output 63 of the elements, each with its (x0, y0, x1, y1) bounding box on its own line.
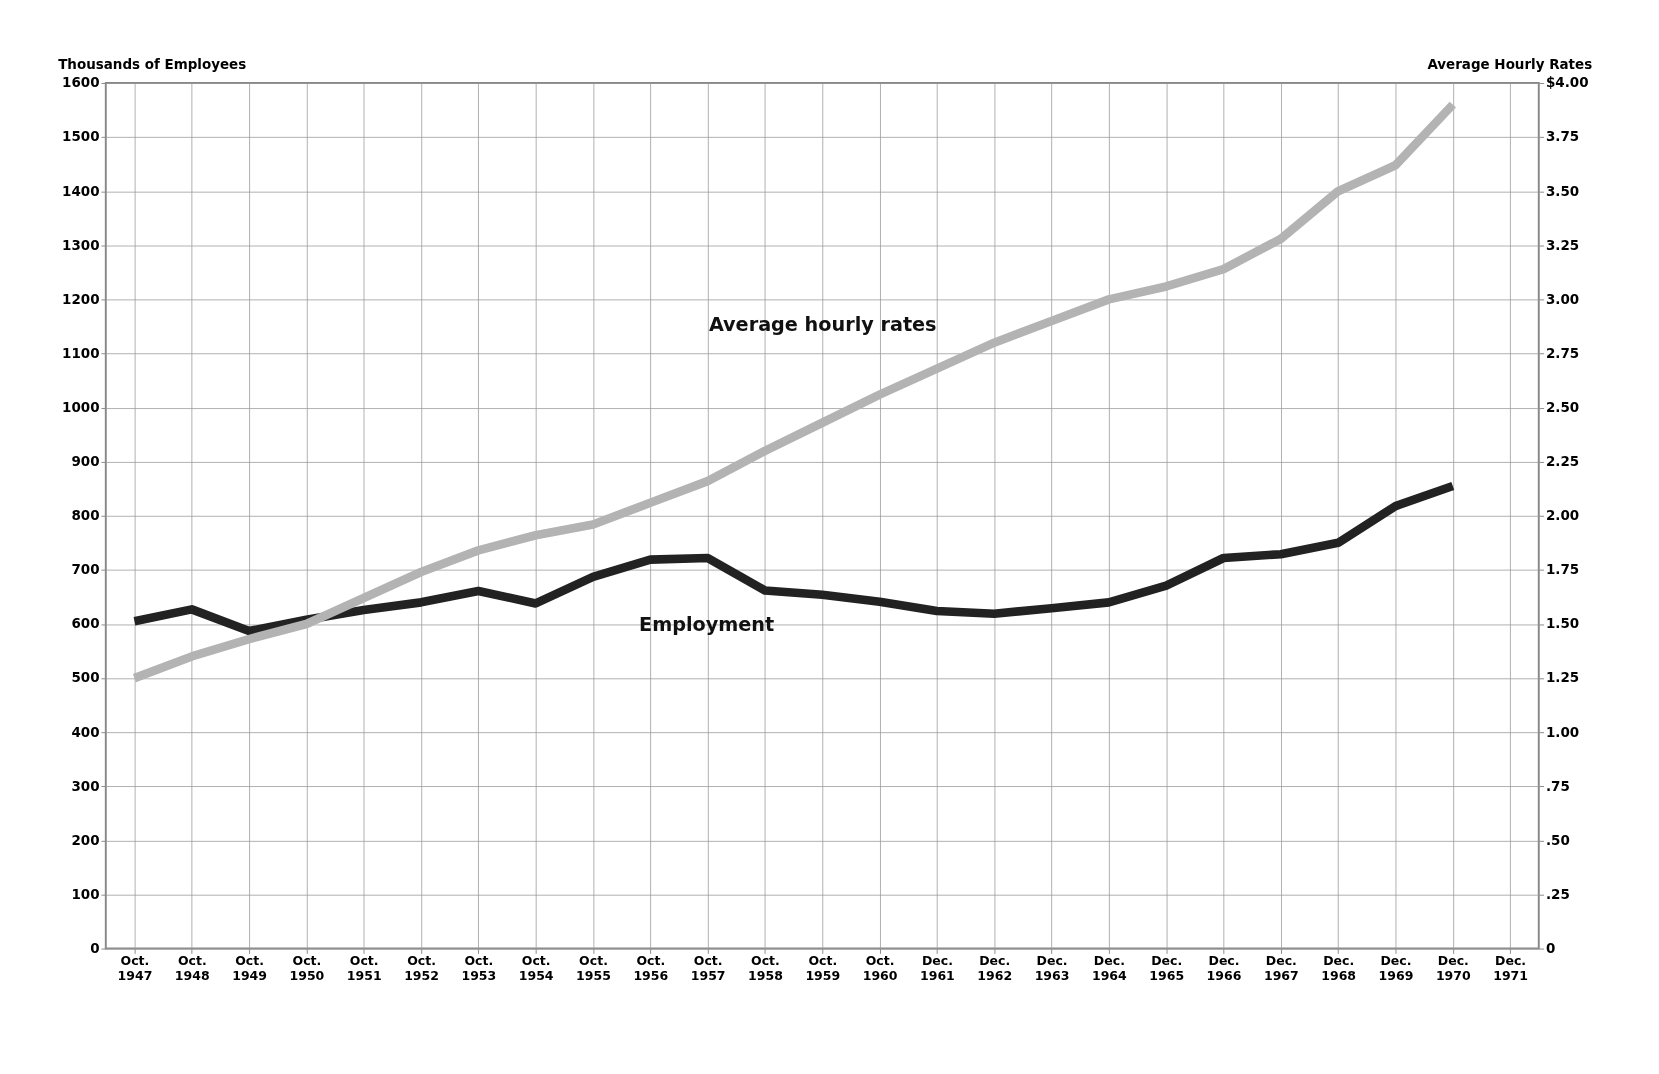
x-tick-label: Oct. 1950 (289, 953, 325, 983)
x-tick-label: Oct. 1958 (748, 953, 783, 983)
y-tick-label: 1100 (62, 345, 100, 361)
y-tick-label: 200 (71, 832, 100, 848)
y2-tick-label: .75 (1546, 778, 1570, 794)
y2-tick-label: 1.00 (1546, 724, 1580, 740)
x-tick-label: Dec. 1964 (1091, 953, 1128, 983)
y2-tick-label: 3.00 (1546, 291, 1580, 307)
y-tick-label: 0 (90, 940, 100, 956)
x-tick-label: Dec. 1970 (1435, 953, 1471, 983)
x-tick-label: Oct. 1956 (633, 953, 669, 983)
y-tick-label: 1300 (62, 237, 100, 253)
y-tick-label: 1200 (62, 291, 100, 307)
y2-tick-label: 1.25 (1546, 670, 1580, 686)
series-label: Average hourly rates (708, 313, 937, 337)
x-tick-label: Dec. 1971 (1493, 953, 1528, 983)
y2-axis-title: Average Hourly Rates (1427, 57, 1593, 73)
x-tick-label: Oct. 1949 (232, 953, 267, 983)
y2-tick-label: $4.00 (1546, 75, 1589, 91)
y-tick-label: 700 (71, 562, 100, 578)
y2-tick-label: 2.75 (1546, 345, 1580, 361)
y-axis-title: Thousands of Employees (58, 57, 247, 73)
y-tick-label: 600 (71, 616, 100, 632)
x-tick-label: Oct. 1951 (346, 953, 382, 983)
x-tick-label: Dec. 1966 (1206, 953, 1242, 983)
x-tick-label: Oct. 1959 (805, 953, 841, 983)
x-tick-label: Dec. 1965 (1149, 953, 1185, 983)
x-tick-label: Oct. 1952 (404, 953, 439, 983)
x-tick-label: Dec. 1969 (1378, 953, 1414, 983)
y2-tick-label: 1.50 (1546, 616, 1580, 632)
x-tick-label: Oct. 1955 (576, 953, 611, 983)
y-tick-label: 1600 (62, 75, 100, 91)
y2-tick-label: 3.25 (1546, 237, 1580, 253)
y-tick-label: 1500 (62, 129, 100, 145)
y-tick-label: 1000 (62, 399, 100, 415)
y2-tick-label: 2.25 (1546, 454, 1580, 470)
x-tick-label: Dec. 1968 (1321, 953, 1357, 983)
y-tick-label: 100 (71, 886, 100, 902)
y-tick-label: 800 (71, 508, 100, 524)
y-tick-label: 400 (71, 724, 100, 740)
x-tick-label: Dec. 1963 (1034, 953, 1070, 983)
y2-tick-label: 3.75 (1546, 129, 1580, 145)
x-tick-label: Oct. 1954 (518, 953, 554, 983)
y2-tick-label: 2.00 (1546, 508, 1580, 524)
x-tick-label: Oct. 1960 (862, 953, 898, 983)
y2-tick-label: 1.75 (1546, 562, 1580, 578)
x-tick-label: Dec. 1967 (1263, 953, 1299, 983)
x-tick-label: Dec. 1961 (920, 953, 955, 983)
y-tick-label: 1400 (62, 183, 100, 199)
y2-tick-label: 2.50 (1546, 399, 1580, 415)
y2-tick-label: 0 (1546, 940, 1556, 956)
x-tick-label: Oct. 1947 (117, 953, 153, 983)
y2-tick-label: .25 (1546, 886, 1570, 902)
series-label: Employment (639, 613, 775, 637)
y2-tick-label: .50 (1546, 832, 1570, 848)
y-tick-label: 900 (71, 454, 100, 470)
y2-tick-label: 3.50 (1546, 183, 1580, 199)
x-tick-label: Oct. 1953 (461, 953, 497, 983)
x-tick-label: Dec. 1962 (977, 953, 1013, 983)
x-tick-label: Oct. 1957 (690, 953, 726, 983)
y-tick-label: 300 (71, 778, 100, 794)
x-tick-label: Oct. 1948 (174, 953, 210, 983)
y-tick-label: 500 (71, 670, 100, 686)
